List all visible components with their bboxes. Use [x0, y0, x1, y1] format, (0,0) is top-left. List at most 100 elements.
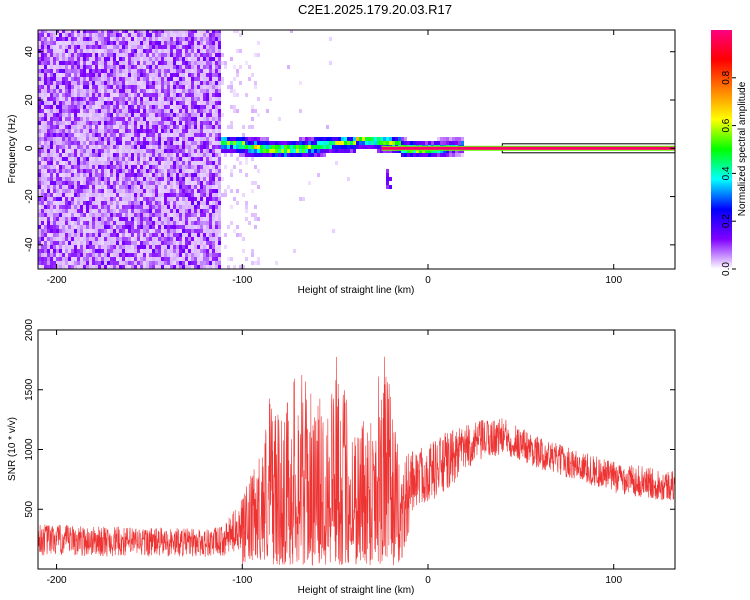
spectrogram-cell: [107, 125, 110, 129]
spectrogram-cell: [56, 209, 59, 213]
spectrogram-cell: [50, 69, 53, 73]
spectrogram-cell: [152, 33, 155, 37]
spectrogram-cell: [257, 185, 260, 189]
spectrogram-cell: [56, 201, 59, 205]
spectrogram-cell: [152, 53, 155, 57]
spectrogram-cell: [191, 261, 194, 265]
spectrogram-cell: [92, 209, 95, 213]
spectrogram-cell: [182, 197, 185, 201]
spectrogram-cell: [152, 145, 155, 149]
spectrogram-cell: [200, 257, 203, 261]
spectrogram-cell: [254, 213, 257, 217]
spectrogram-cell: [206, 97, 209, 101]
spectrogram-cell: [119, 133, 122, 137]
spectrogram-cell: [194, 81, 197, 85]
spectrogram-cell: [83, 153, 86, 157]
spectrogram-cell: [134, 185, 137, 189]
spectrogram-cell: [161, 217, 164, 221]
spectrogram-cell: [104, 221, 107, 225]
spectrogram-cell: [86, 129, 89, 133]
spectrogram-cell: [50, 153, 53, 157]
spectrogram-cell: [41, 145, 44, 149]
spectrogram-cell: [128, 85, 131, 89]
spectrogram-cell: [122, 77, 125, 81]
spectrogram-cell: [71, 157, 74, 161]
spectrogram-cell: [44, 65, 47, 69]
spectrogram-cell: [74, 109, 77, 113]
spectrogram-cell: [74, 213, 77, 217]
spectrogram-cell: [113, 201, 116, 205]
spectrogram-cell: [83, 253, 86, 257]
spectrogram-cell: [65, 37, 68, 41]
spectrogram-cell: [182, 97, 185, 101]
spectrogram-cell: [119, 89, 122, 93]
spectrogram-cell: [68, 261, 71, 265]
spectrogram-cell: [98, 85, 101, 89]
spectrogram-cell: [185, 213, 188, 217]
spectrogram-cell: [173, 69, 176, 73]
spectrogram-cell: [167, 261, 170, 265]
spectrogram-cell: [119, 237, 122, 241]
spectrogram-cell: [449, 153, 452, 157]
spectrogram-cell: [68, 57, 71, 61]
spectrogram-cell: [89, 265, 92, 269]
spectrogram-cell: [50, 249, 53, 253]
spectrogram-cell: [119, 193, 122, 197]
spectrogram-cell: [176, 53, 179, 57]
spectrogram-cell: [200, 121, 203, 125]
spectrogram-cell: [71, 121, 74, 125]
spectrogram-cell: [89, 77, 92, 81]
spectrogram-cell: [185, 145, 188, 149]
spectrogram-cell: [461, 141, 464, 145]
spectrogram-cell: [176, 249, 179, 253]
spectrogram-cell: [242, 145, 245, 149]
spectrogram-cell: [125, 81, 128, 85]
spectrogram-cell: [140, 109, 143, 113]
spectrogram-cell: [107, 145, 110, 149]
spectrogram-cell: [209, 77, 212, 81]
spectrogram-cell: [173, 33, 176, 37]
spectrogram-cell: [149, 237, 152, 241]
spectrogram-cell: [161, 209, 164, 213]
spectrogram-cell: [146, 85, 149, 89]
spectrogram-cell: [152, 177, 155, 181]
spectrogram-cell: [95, 133, 98, 137]
spectrogram-cell: [212, 53, 215, 57]
spectrogram-cell: [95, 85, 98, 89]
spectrogram-cell: [155, 93, 158, 97]
spectrogram-cell: [188, 201, 191, 205]
spectrogram-cell: [104, 233, 107, 237]
spectrogram-cell: [257, 169, 260, 173]
spectrogram-cell: [122, 173, 125, 177]
spectrogram-cell: [155, 101, 158, 105]
spectrogram-cell: [164, 33, 167, 37]
spectrogram-cell: [203, 237, 206, 241]
spectrogram-cell: [104, 165, 107, 169]
spectrogram-cell: [176, 229, 179, 233]
spectrogram-cell: [95, 61, 98, 65]
spectrogram-cell: [89, 193, 92, 197]
spectrogram-cell: [59, 77, 62, 81]
spectrogram-cell: [218, 221, 221, 225]
spectrogram-cell: [194, 137, 197, 141]
spectrogram-cell: [116, 161, 119, 165]
spectrogram-cell: [128, 61, 131, 65]
spectrogram-cell: [140, 137, 143, 141]
spectrogram-cell: [113, 113, 116, 117]
spectrogram-cell: [119, 105, 122, 109]
spectrogram-cell: [209, 205, 212, 209]
spectrogram-cell: [182, 77, 185, 81]
spectrogram-cell: [50, 157, 53, 161]
spectrogram-cell: [113, 129, 116, 133]
spectrogram-cell: [95, 193, 98, 197]
x-tick-label: -100: [232, 575, 252, 586]
spectrogram-cell: [203, 121, 206, 125]
spectrogram-cell: [185, 205, 188, 209]
spectrogram-cell: [215, 57, 218, 61]
spectrogram-cell: [341, 137, 344, 141]
spectrogram-cell: [176, 153, 179, 157]
spectrogram-cell: [134, 249, 137, 253]
spectrogram-cell: [236, 49, 239, 53]
spectrogram-cell: [158, 173, 161, 177]
spectrogram-cell: [215, 165, 218, 169]
